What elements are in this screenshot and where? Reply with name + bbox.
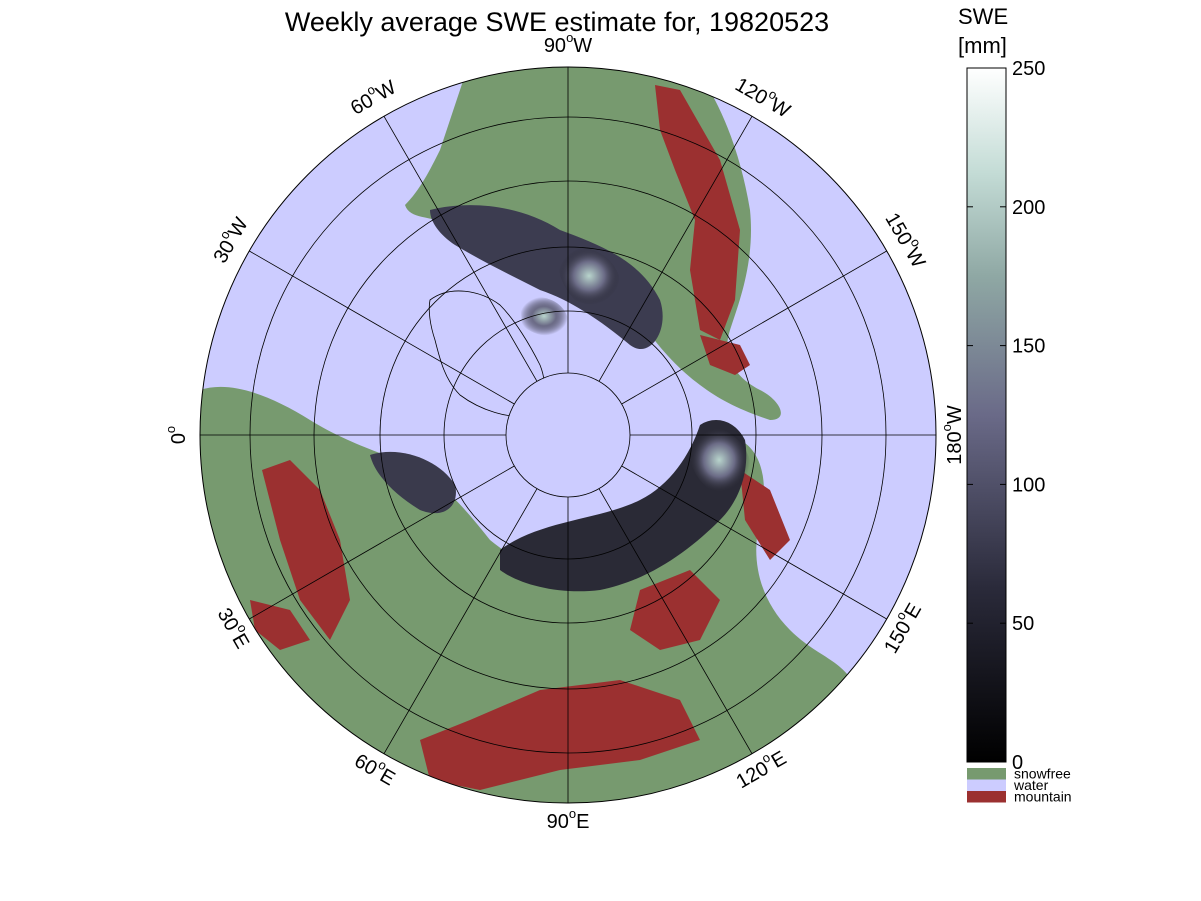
- legend-label: snowfree: [1014, 766, 1071, 782]
- meridian-line: [383, 488, 538, 754]
- longitude-label-text: 90oE: [547, 806, 590, 833]
- snow-baffin-glow: [520, 296, 569, 336]
- longitude-label-text: 0o: [163, 426, 190, 444]
- longitude-label: 0o: [163, 426, 190, 444]
- legend-label: mountain: [1014, 789, 1072, 805]
- snow-canadian-glow: [558, 246, 620, 305]
- meridian-line: [249, 465, 515, 620]
- longitude-label-text: 180oW: [939, 405, 966, 465]
- snow-eurasia-glow: [688, 426, 751, 494]
- snow-scandinavia: [370, 451, 456, 514]
- land-layer: [200, 67, 860, 803]
- longitude-label: 90oE: [547, 806, 590, 833]
- meridian-line: [598, 116, 753, 382]
- mountain-siberia: [630, 570, 720, 650]
- legend-swatch: [967, 779, 1006, 791]
- legend-swatch: [967, 791, 1006, 803]
- longitude-label: 90oW: [544, 30, 592, 57]
- colorbar-tick-label: 150: [1012, 336, 1045, 358]
- colorbar-gradient: [966, 67, 1007, 763]
- mountain-central-asia: [420, 680, 700, 790]
- longitude-label: 180oW: [939, 405, 966, 465]
- mountain-alps: [250, 600, 310, 650]
- polar-map: [199, 66, 937, 804]
- mountain-kamchatka: [740, 470, 790, 560]
- arctic-ocean: [506, 373, 630, 497]
- colorbar-tick-label: 200: [1012, 197, 1045, 219]
- colorbar: SWE [mm] 0 50 100 150 200 250 snowfreewatermo…: [958, 4, 1072, 805]
- colorbar-ticks: 0 50 100 150 200 250: [967, 58, 1045, 774]
- meridian-line: [621, 250, 887, 405]
- longitude-label-text: 90oW: [544, 30, 592, 57]
- meridian-line: [621, 465, 887, 620]
- snow-canadian-arctic: [430, 205, 663, 349]
- map-frame: [199, 66, 937, 804]
- colorbar-tick-label: 100: [1012, 474, 1045, 496]
- colorbar-title-line2: [mm]: [958, 33, 1007, 58]
- snow-eurasia-arctic: [500, 420, 747, 592]
- meridian-line: [249, 250, 515, 405]
- colorbar-title-line1: SWE: [958, 4, 1008, 29]
- meridian-lines: [200, 67, 936, 803]
- colorbar-tick-label: 0: [1012, 752, 1023, 774]
- land-eurasia: [200, 386, 860, 803]
- mountain-scandinavia: [262, 460, 350, 640]
- legend-swatch: [967, 768, 1006, 780]
- map-title: Weekly average SWE estimate for, 1982052…: [285, 7, 829, 37]
- legend-label: water: [1013, 777, 1049, 793]
- colorbar-tick-label: 50: [1012, 613, 1034, 635]
- colorbar-tick-label: 250: [1012, 58, 1045, 80]
- mountain-alaska: [700, 335, 750, 375]
- mountain-rockies: [655, 85, 740, 340]
- meridian-line: [598, 488, 753, 754]
- meridian-line: [383, 116, 538, 382]
